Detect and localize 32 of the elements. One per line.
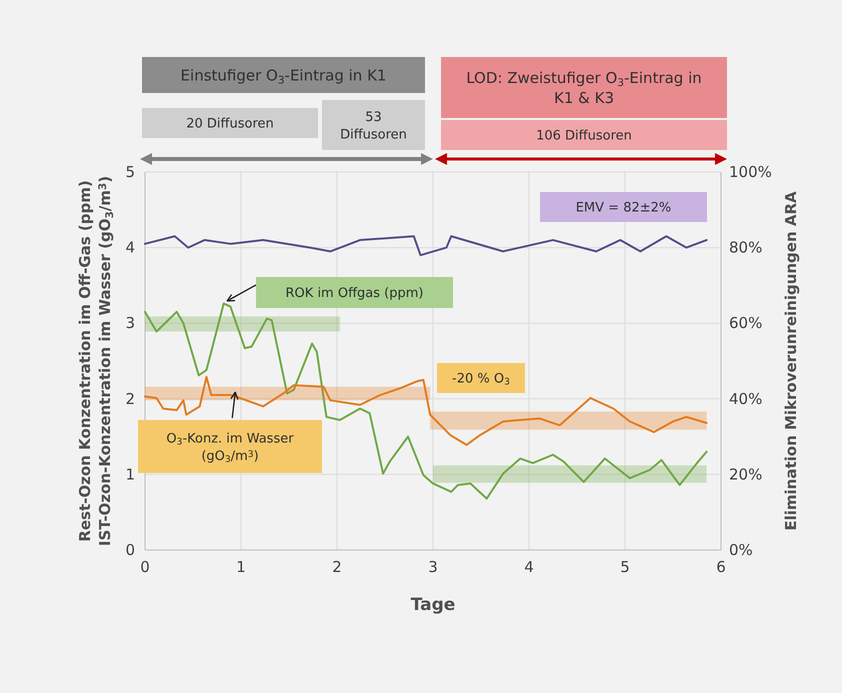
y2-tick-label: 60% bbox=[729, 314, 762, 332]
x-tick-label: 1 bbox=[236, 558, 246, 576]
x-tick-label: 3 bbox=[428, 558, 438, 576]
text: 106 Diffusoren bbox=[536, 128, 632, 144]
annotation: O$_{3}$-Konz. im Wasser (gO$_{3}$/m$^{3}$) bbox=[166, 431, 294, 466]
y2-tick-label: 40% bbox=[729, 390, 762, 408]
text: Einstufiger O$_{3}$-Eintrag in K1 bbox=[180, 66, 386, 86]
text: LOD: Zweistufiger O$_{3}$-Eintrag in K1 & K3 bbox=[466, 68, 702, 108]
x-tick-label: 4 bbox=[524, 558, 534, 576]
y-tick-label: 5 bbox=[125, 163, 135, 181]
annotation: EMV = 82±2% bbox=[576, 200, 672, 216]
y-tick-label: 2 bbox=[125, 390, 135, 408]
text: 53 Diffusoren bbox=[340, 110, 407, 142]
y-tick-label: 0 bbox=[125, 541, 135, 559]
x-axis-title: Tage bbox=[410, 595, 456, 615]
y2-axis-title: Elimination Mikroverunreinigungen ARA bbox=[782, 190, 800, 531]
annotation: -20 % O$_{3}$ bbox=[452, 372, 510, 388]
annotation: ROK im Offgas (ppm) bbox=[286, 286, 424, 302]
y2-tick-label: 20% bbox=[729, 465, 762, 484]
x-tick-label: 6 bbox=[716, 558, 726, 576]
y-tick-label: 3 bbox=[125, 314, 135, 332]
y2-tick-label: 80% bbox=[729, 238, 762, 257]
line-series bbox=[144, 302, 708, 500]
text: 20 Diffusoren bbox=[186, 116, 274, 132]
x-tick-label: 5 bbox=[620, 558, 630, 576]
y-tick-label: 1 bbox=[125, 465, 135, 484]
y2-tick-label: 100% bbox=[729, 163, 772, 181]
x-tick-label: 2 bbox=[332, 558, 342, 576]
x-tick-label: 0 bbox=[140, 558, 150, 576]
y2-tick-label: 0% bbox=[729, 541, 753, 559]
y-tick-label: 4 bbox=[125, 238, 135, 257]
line-series bbox=[144, 235, 708, 256]
